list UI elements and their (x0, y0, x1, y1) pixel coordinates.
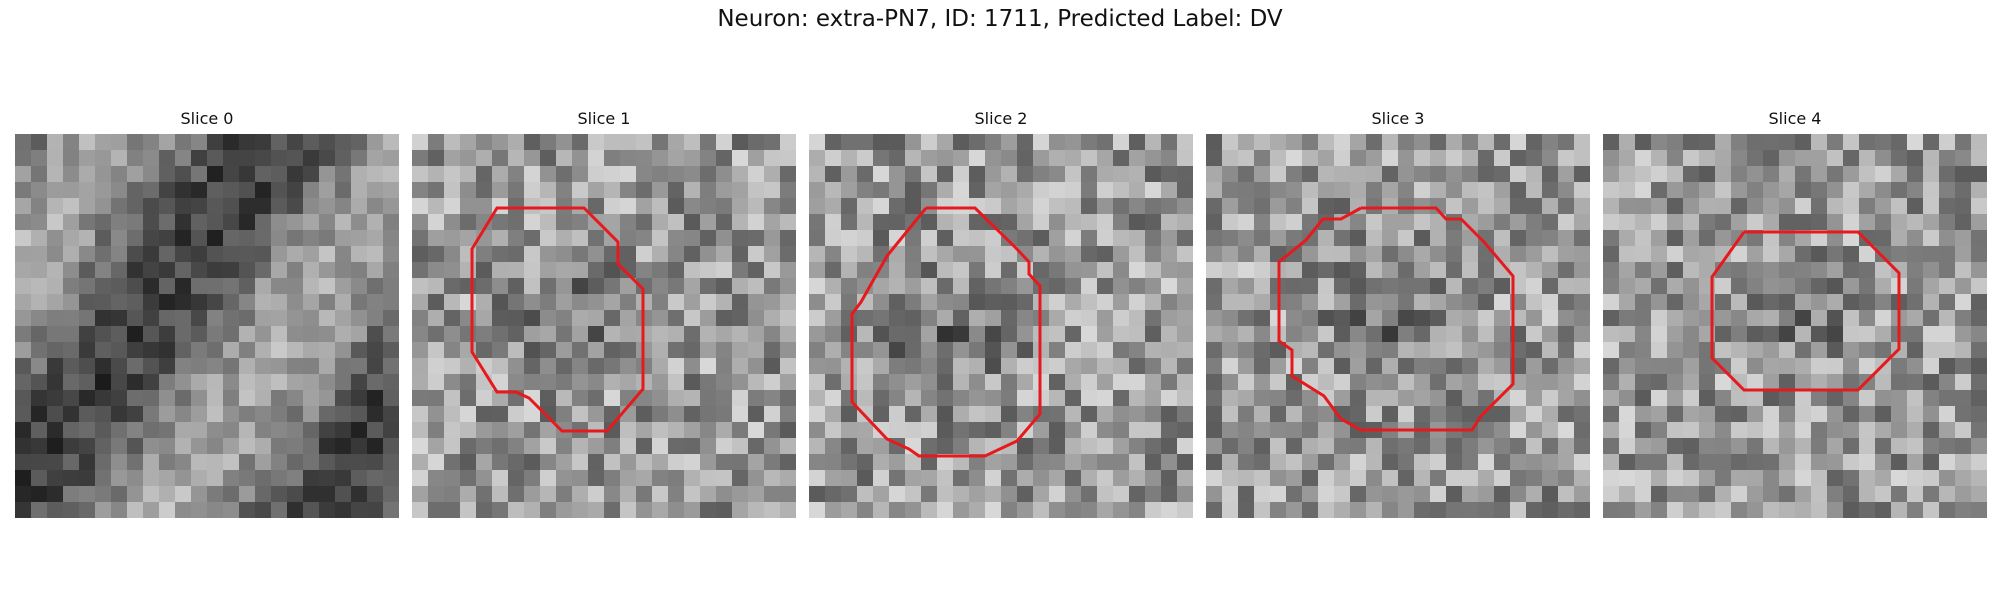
slice-panel-3: Slice 3 (1206, 108, 1590, 130)
figure-title: Neuron: extra-PN7, ID: 1711, Predicted L… (0, 6, 2000, 32)
slice-panel-2: Slice 2 (809, 108, 1193, 130)
pixel-grid (1603, 134, 1987, 518)
slice-image (412, 134, 796, 518)
slice-panel-1: Slice 1 (412, 108, 796, 130)
slice-image (15, 134, 399, 518)
slice-title: Slice 2 (809, 108, 1193, 130)
slice-image (1206, 134, 1590, 518)
slice-title: Slice 1 (412, 108, 796, 130)
pixel-grid (412, 134, 796, 518)
slice-image (1603, 134, 1987, 518)
slice-title: Slice 0 (15, 108, 399, 130)
slice-panel-4: Slice 4 (1603, 108, 1987, 130)
pixel-grid (809, 134, 1193, 518)
pixel-grid (1206, 134, 1590, 518)
slice-panel-0: Slice 0 (15, 108, 399, 130)
slice-title: Slice 4 (1603, 108, 1987, 130)
pixel-grid (15, 134, 399, 518)
slice-title: Slice 3 (1206, 108, 1590, 130)
slice-image (809, 134, 1193, 518)
